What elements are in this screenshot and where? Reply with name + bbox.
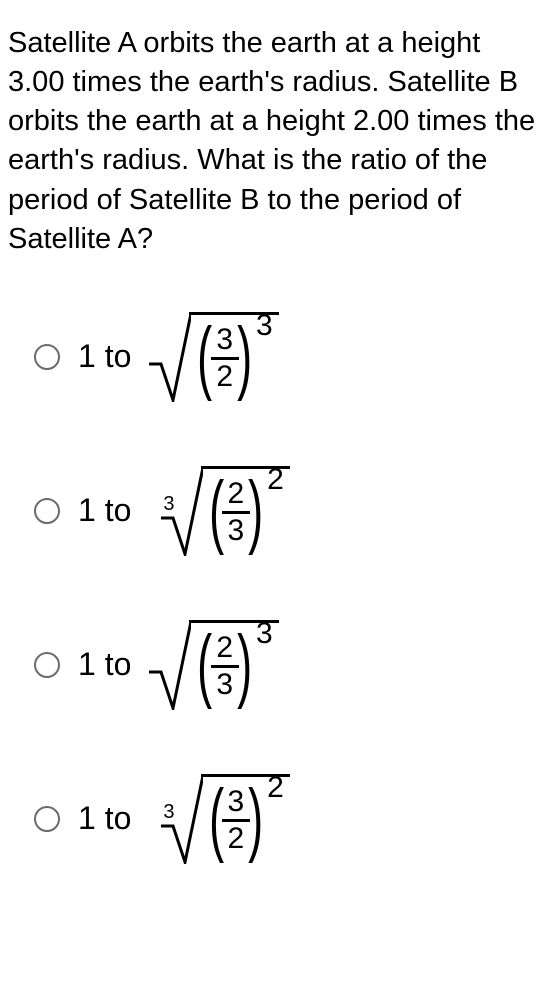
fraction-denominator: 2 xyxy=(227,822,244,854)
fraction: 3 2 xyxy=(211,325,239,392)
exponent: 3 xyxy=(256,617,273,651)
option-row[interactable]: 1 to ( 3 2 ) 3 xyxy=(34,307,536,407)
fraction: 2 3 xyxy=(211,633,239,700)
options-list: 1 to ( 3 2 ) 3 xyxy=(8,307,536,869)
root-expression: ( 2 3 ) 3 xyxy=(153,620,278,710)
radio-button[interactable] xyxy=(34,652,60,678)
radio-button[interactable] xyxy=(34,806,60,832)
right-paren: ) xyxy=(237,632,252,698)
radio-button[interactable] xyxy=(34,498,60,524)
radicand: ( 2 3 ) 3 xyxy=(189,620,278,710)
radicand: ( 2 3 ) 2 xyxy=(201,466,290,556)
exponent: 2 xyxy=(267,463,284,497)
root-index: 3 xyxy=(163,801,174,824)
question-text: Satellite A orbits the earth at a height… xyxy=(8,24,536,259)
radio-button[interactable] xyxy=(34,344,60,370)
root-expression: 3 ( 2 3 ) 2 xyxy=(153,466,289,556)
fraction-denominator: 3 xyxy=(216,668,233,700)
fraction-numerator: 2 xyxy=(216,633,233,665)
radicand: ( 3 2 ) 3 xyxy=(189,312,278,402)
radicand: ( 3 2 ) 2 xyxy=(201,774,290,864)
fraction-denominator: 3 xyxy=(227,514,244,546)
radical-icon xyxy=(147,312,191,402)
right-paren: ) xyxy=(248,786,263,852)
fraction: 2 3 xyxy=(222,479,250,546)
right-paren: ) xyxy=(237,324,252,390)
ratio-prefix: 1 to xyxy=(78,646,131,683)
fraction-numerator: 2 xyxy=(227,479,244,511)
root-expression: ( 3 2 ) 3 xyxy=(153,312,278,402)
root-index: 3 xyxy=(163,493,174,516)
option-row[interactable]: 1 to ( 2 3 ) 3 xyxy=(34,615,536,715)
option-row[interactable]: 1 to 3 ( 3 2 ) 2 xyxy=(34,769,536,869)
option-row[interactable]: 1 to 3 ( 2 3 ) 2 xyxy=(34,461,536,561)
fraction-numerator: 3 xyxy=(227,787,244,819)
left-paren: ( xyxy=(209,786,224,852)
exponent: 2 xyxy=(267,771,284,805)
left-paren: ( xyxy=(209,478,224,544)
fraction: 3 2 xyxy=(222,787,250,854)
radical-icon xyxy=(147,620,191,710)
right-paren: ) xyxy=(248,478,263,544)
ratio-prefix: 1 to xyxy=(78,492,131,529)
left-paren: ( xyxy=(198,632,213,698)
root-expression: 3 ( 3 2 ) 2 xyxy=(153,774,289,864)
ratio-prefix: 1 to xyxy=(78,800,131,837)
fraction-denominator: 2 xyxy=(216,360,233,392)
ratio-prefix: 1 to xyxy=(78,338,131,375)
fraction-numerator: 3 xyxy=(216,325,233,357)
left-paren: ( xyxy=(198,324,213,390)
exponent: 3 xyxy=(256,309,273,343)
